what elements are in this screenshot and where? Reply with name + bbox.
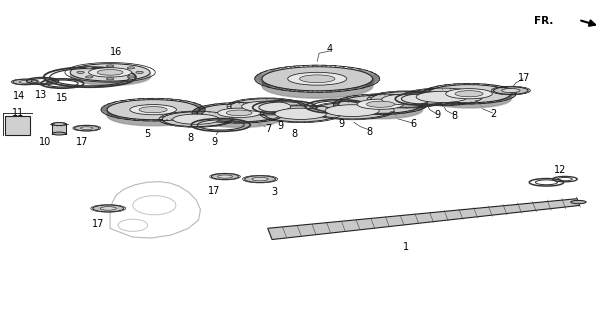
Ellipse shape — [428, 89, 511, 108]
Ellipse shape — [371, 92, 442, 107]
Ellipse shape — [52, 123, 66, 125]
Ellipse shape — [89, 68, 132, 77]
Ellipse shape — [245, 176, 275, 182]
Ellipse shape — [93, 205, 124, 212]
Ellipse shape — [571, 200, 586, 204]
Polygon shape — [268, 199, 580, 240]
Ellipse shape — [416, 91, 468, 102]
Ellipse shape — [241, 101, 291, 112]
Text: 9: 9 — [211, 137, 217, 147]
Ellipse shape — [217, 175, 232, 178]
Ellipse shape — [19, 81, 31, 83]
Ellipse shape — [325, 105, 379, 116]
Text: 8: 8 — [367, 127, 373, 137]
Ellipse shape — [86, 76, 93, 78]
Ellipse shape — [97, 69, 123, 75]
Ellipse shape — [107, 65, 114, 67]
Text: FR.: FR. — [535, 16, 554, 27]
Text: 7: 7 — [265, 124, 271, 134]
Text: 8: 8 — [291, 129, 298, 139]
Text: 17: 17 — [92, 219, 104, 229]
Ellipse shape — [252, 177, 268, 181]
Ellipse shape — [70, 68, 150, 85]
Ellipse shape — [81, 127, 93, 130]
Text: 8: 8 — [187, 133, 193, 143]
FancyBboxPatch shape — [5, 116, 30, 135]
Text: 3: 3 — [271, 187, 277, 197]
Ellipse shape — [455, 91, 483, 97]
Ellipse shape — [493, 87, 528, 94]
Text: 9: 9 — [434, 110, 440, 120]
Ellipse shape — [262, 67, 373, 91]
Text: 4: 4 — [326, 44, 333, 54]
Text: 15: 15 — [56, 93, 68, 103]
Text: 10: 10 — [39, 137, 51, 147]
Ellipse shape — [428, 84, 511, 103]
Ellipse shape — [13, 79, 38, 84]
Ellipse shape — [172, 114, 219, 124]
Text: 16: 16 — [110, 47, 123, 57]
Ellipse shape — [86, 67, 93, 69]
Ellipse shape — [339, 100, 423, 118]
Ellipse shape — [230, 99, 302, 114]
Text: 12: 12 — [554, 165, 566, 175]
Text: 5: 5 — [144, 129, 150, 139]
Ellipse shape — [52, 132, 66, 135]
Text: 8: 8 — [451, 111, 457, 121]
Ellipse shape — [314, 102, 391, 119]
Text: 1: 1 — [403, 242, 410, 252]
Ellipse shape — [128, 67, 135, 69]
Ellipse shape — [107, 105, 199, 125]
Text: 6: 6 — [411, 119, 417, 129]
Ellipse shape — [70, 64, 150, 81]
Polygon shape — [52, 124, 66, 133]
Ellipse shape — [217, 108, 261, 117]
Text: 11: 11 — [12, 108, 24, 118]
Text: 17: 17 — [208, 186, 221, 196]
Ellipse shape — [139, 107, 167, 113]
Text: 14: 14 — [13, 91, 25, 101]
Ellipse shape — [77, 71, 84, 73]
Ellipse shape — [382, 94, 431, 105]
Ellipse shape — [197, 104, 281, 122]
Ellipse shape — [136, 71, 144, 73]
Ellipse shape — [445, 89, 492, 99]
Ellipse shape — [357, 99, 404, 109]
Ellipse shape — [100, 207, 116, 210]
Ellipse shape — [130, 105, 176, 115]
Ellipse shape — [262, 74, 373, 98]
Ellipse shape — [501, 89, 520, 92]
Ellipse shape — [75, 125, 99, 131]
Ellipse shape — [264, 106, 338, 122]
Ellipse shape — [211, 174, 238, 180]
Ellipse shape — [163, 112, 230, 127]
Text: 9: 9 — [339, 119, 345, 129]
Ellipse shape — [288, 72, 347, 85]
Ellipse shape — [405, 89, 479, 105]
Ellipse shape — [299, 75, 335, 83]
Ellipse shape — [226, 110, 252, 116]
Ellipse shape — [107, 78, 114, 80]
Ellipse shape — [275, 108, 326, 119]
Text: 13: 13 — [34, 90, 47, 100]
Ellipse shape — [367, 101, 394, 107]
Text: 17: 17 — [76, 137, 88, 147]
Ellipse shape — [128, 76, 135, 78]
Ellipse shape — [339, 95, 423, 113]
Text: 9: 9 — [277, 121, 283, 131]
Text: 2: 2 — [490, 109, 496, 119]
Ellipse shape — [197, 109, 281, 127]
Text: 17: 17 — [518, 73, 530, 83]
Ellipse shape — [107, 100, 199, 120]
